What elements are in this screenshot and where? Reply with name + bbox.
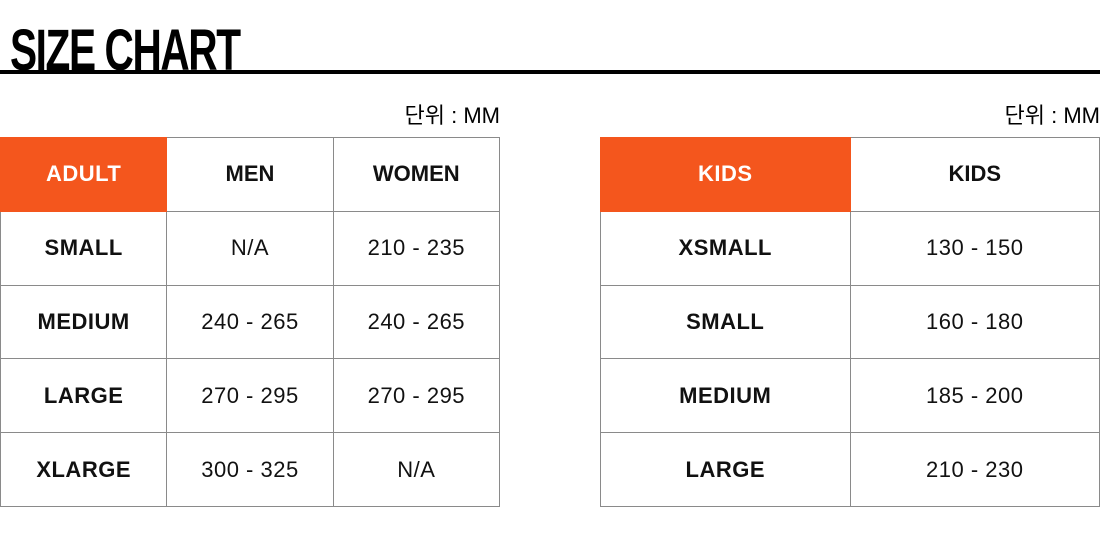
size-label: SMALL (600, 284, 851, 360)
women-value: 270 - 295 (332, 358, 501, 434)
size-label: XLARGE (0, 432, 168, 507)
size-label: SMALL (0, 210, 168, 286)
kids-values-header-cell: KIDS (849, 137, 1100, 212)
unit-label-adult: 단위 : MM (404, 103, 500, 128)
table-row: MEDIUM 240 - 265 240 - 265 (0, 284, 501, 360)
kids-header-cell: KIDS (600, 137, 851, 212)
kids-value: 210 - 230 (849, 432, 1100, 507)
size-label: MEDIUM (600, 358, 851, 434)
table-row: LARGE 210 - 230 (600, 432, 1100, 507)
women-value: 210 - 235 (332, 210, 501, 286)
men-value: 240 - 265 (166, 284, 334, 360)
kids-header-row: KIDS KIDS (600, 137, 1100, 212)
women-value: 240 - 265 (332, 284, 501, 360)
men-header-cell: MEN (166, 137, 334, 212)
table-row: SMALL N/A 210 - 235 (0, 210, 501, 286)
adult-size-table: ADULT MEN WOMEN SMALL N/A 210 - 235 MEDI… (0, 137, 501, 507)
women-value: N/A (332, 432, 501, 507)
table-row: MEDIUM 185 - 200 (600, 358, 1100, 434)
kids-value: 185 - 200 (849, 358, 1100, 434)
kids-size-table: KIDS KIDS XSMALL 130 - 150 SMALL 160 - 1… (600, 137, 1100, 507)
kids-value: 160 - 180 (849, 284, 1100, 360)
men-value: N/A (166, 210, 334, 286)
size-label: XSMALL (600, 210, 851, 286)
size-label: LARGE (600, 432, 851, 507)
table-row: LARGE 270 - 295 270 - 295 (0, 358, 501, 434)
adult-header-row: ADULT MEN WOMEN (0, 137, 501, 212)
kids-value: 130 - 150 (849, 210, 1100, 286)
table-row: XSMALL 130 - 150 (600, 210, 1100, 286)
title-underline (0, 0, 1100, 74)
table-row: XLARGE 300 - 325 N/A (0, 432, 501, 507)
size-label: LARGE (0, 358, 168, 434)
page-title: SIZE CHART (10, 18, 241, 83)
men-value: 300 - 325 (166, 432, 334, 507)
adult-header-cell: ADULT (0, 137, 168, 212)
unit-label-kids: 단위 : MM (1004, 103, 1100, 128)
table-row: SMALL 160 - 180 (600, 284, 1100, 360)
men-value: 270 - 295 (166, 358, 334, 434)
size-label: MEDIUM (0, 284, 168, 360)
women-header-cell: WOMEN (332, 137, 501, 212)
